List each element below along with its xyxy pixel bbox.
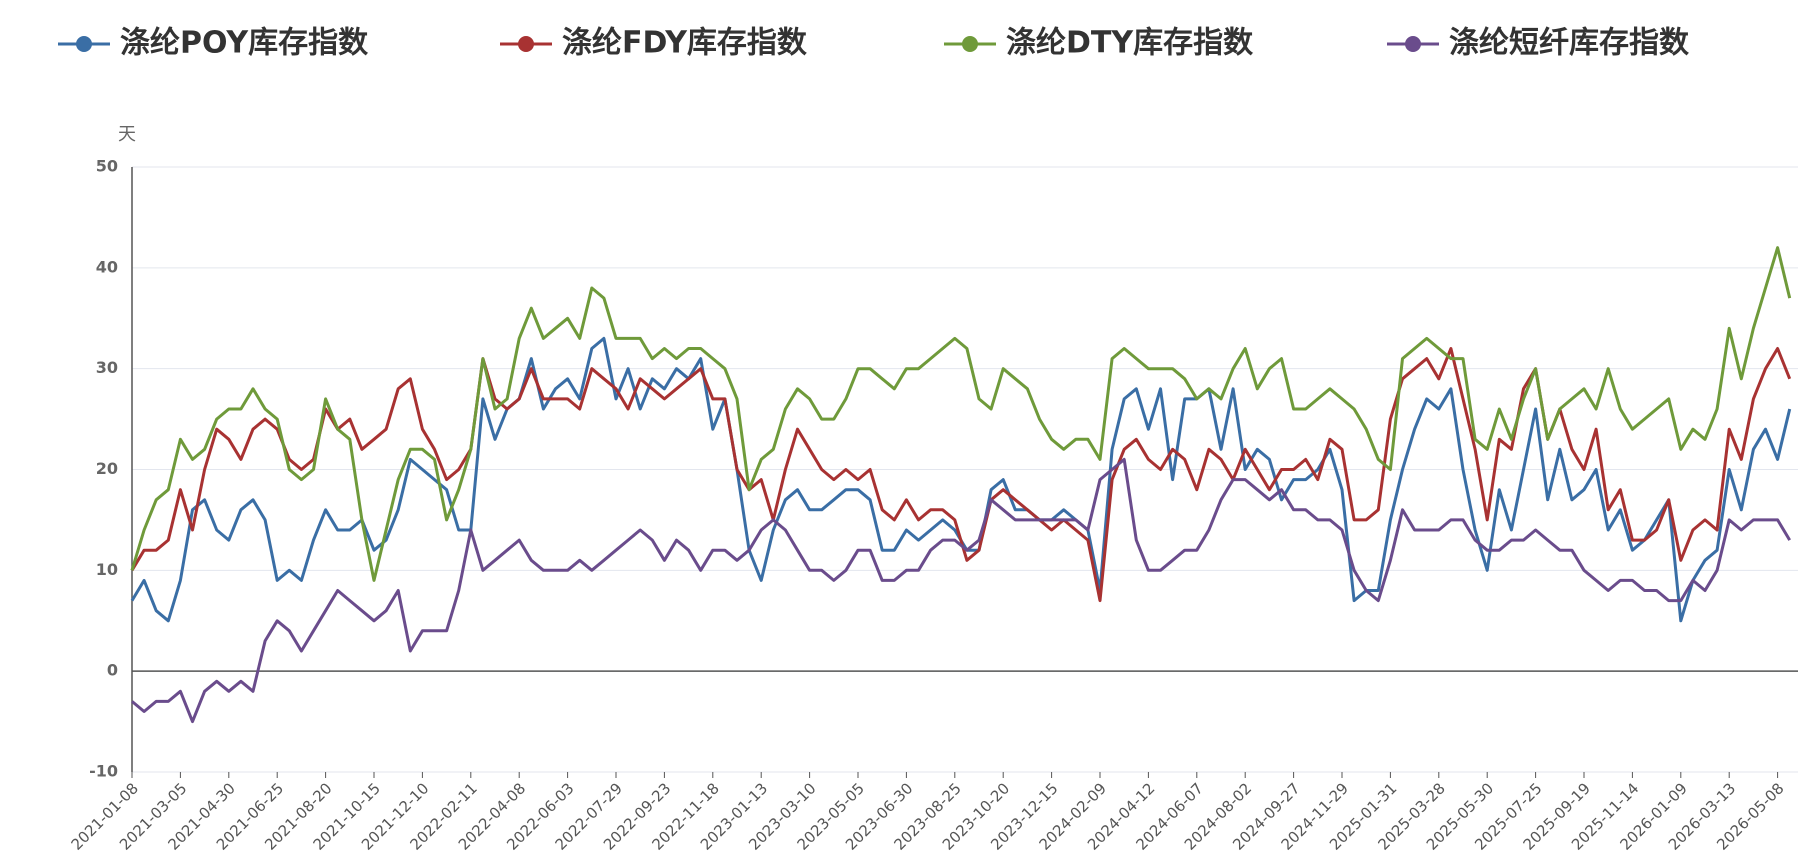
legend-marker (962, 36, 978, 52)
y-axis-label: 天 (118, 124, 136, 145)
y-tick-label: 0 (107, 661, 118, 680)
y-tick-label: 30 (96, 358, 118, 377)
y-tick-label: 20 (96, 459, 118, 478)
legend-label: 涤纶POY库存指数 (120, 26, 369, 61)
series-line (130, 246, 1792, 582)
legend-label: 涤纶DTY库存指数 (1006, 26, 1254, 61)
legend-label: 涤纶FDY库存指数 (562, 26, 808, 61)
series-line (131, 457, 1791, 724)
y-tick-label: -10 (89, 762, 118, 781)
series-line (130, 336, 1792, 623)
legend-marker (1405, 36, 1421, 52)
legend-marker (76, 36, 92, 52)
y-tick-label: 10 (96, 560, 118, 579)
series-line (130, 347, 1792, 603)
legend-marker (518, 36, 534, 52)
y-tick-label: 40 (96, 257, 118, 276)
legend-label: 涤纶短纤库存指数 (1449, 26, 1690, 61)
y-tick-label: 50 (96, 157, 118, 176)
